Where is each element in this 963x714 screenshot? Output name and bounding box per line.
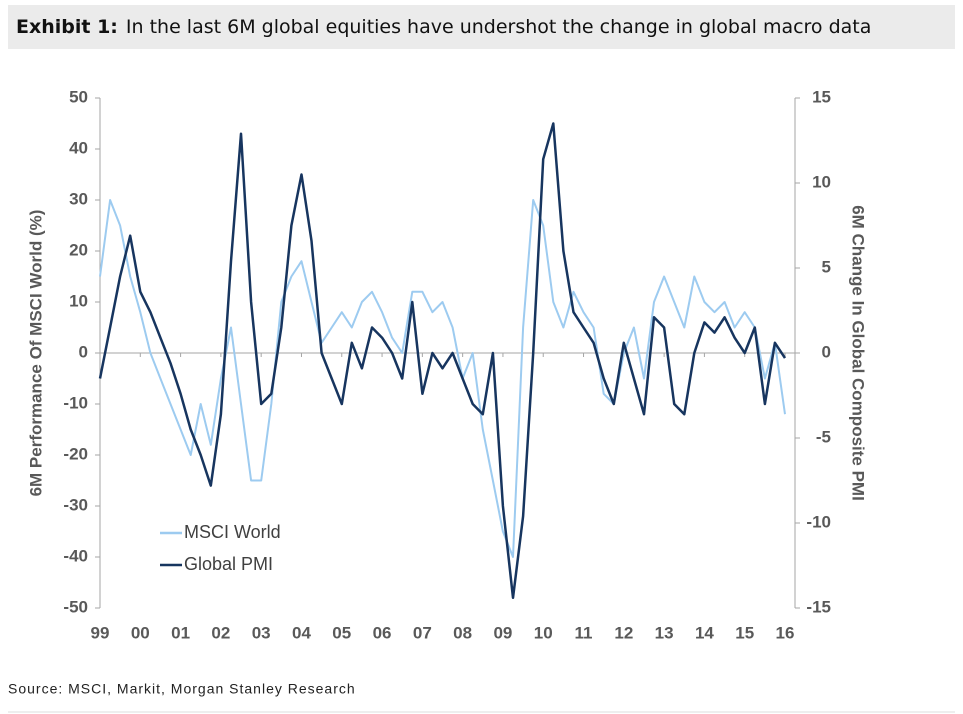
y2-tick-label: -5 xyxy=(816,427,831,446)
x-tick-label: 13 xyxy=(655,623,674,642)
y2-axis-title: 6M Change In Global Composite PMI xyxy=(849,205,868,501)
x-tick-label: 99 xyxy=(91,623,110,642)
y2-tick-label: 0 xyxy=(822,342,831,361)
x-tick-label: 01 xyxy=(171,623,190,642)
source-note: Source: MSCI, Markit, Morgan Stanley Res… xyxy=(8,681,356,697)
x-tick-label: 14 xyxy=(695,623,714,642)
x-tick-label: 15 xyxy=(735,623,754,642)
y-tick-label: 40 xyxy=(69,138,88,157)
y2-tick-label: 5 xyxy=(822,257,831,276)
y-tick-label: -10 xyxy=(63,393,88,412)
y-axis-title: 6M Performance Of MSCI World (%) xyxy=(26,210,45,497)
y-tick-label: 20 xyxy=(69,240,88,259)
x-tick-label: 07 xyxy=(413,623,432,642)
y-tick-label: 50 xyxy=(69,87,88,106)
y-tick-label: 0 xyxy=(79,342,88,361)
y-tick-label: 30 xyxy=(69,189,88,208)
y2-tick-label: 15 xyxy=(812,87,831,106)
exhibit-label: Exhibit 1: xyxy=(16,16,118,38)
y2-tick-label: -15 xyxy=(806,597,831,616)
chart-title: In the last 6M global equities have unde… xyxy=(126,16,872,38)
series-line xyxy=(98,122,787,600)
x-tick-label: 12 xyxy=(614,623,633,642)
header-band xyxy=(8,5,955,49)
x-tick-label: 00 xyxy=(131,623,150,642)
x-tick-label: 05 xyxy=(332,623,351,642)
y-tick-label: -20 xyxy=(63,444,88,463)
x-tick-label: 02 xyxy=(211,623,230,642)
y2-tick-label: 10 xyxy=(812,172,831,191)
y-tick-label: 10 xyxy=(69,291,88,310)
x-tick-label: 10 xyxy=(534,623,553,642)
chart-header: Exhibit 1: In the last 6M global equities… xyxy=(16,16,871,38)
x-tick-label: 11 xyxy=(575,623,593,642)
series-line xyxy=(99,199,786,558)
x-tick-label: 16 xyxy=(776,623,795,642)
x-tick-label: 03 xyxy=(252,623,271,642)
y-tick-label: -50 xyxy=(63,597,88,616)
x-tick-label: 09 xyxy=(493,623,512,642)
x-tick-label: 06 xyxy=(373,623,392,642)
x-tick-label: 08 xyxy=(453,623,472,642)
x-tick-label: 04 xyxy=(292,623,311,642)
y-tick-label: -30 xyxy=(63,495,88,514)
y2-tick-label: -10 xyxy=(806,512,831,531)
legend-label: Global PMI xyxy=(184,554,273,574)
legend-label: MSCI World xyxy=(184,522,281,542)
y-tick-label: -40 xyxy=(63,546,88,565)
